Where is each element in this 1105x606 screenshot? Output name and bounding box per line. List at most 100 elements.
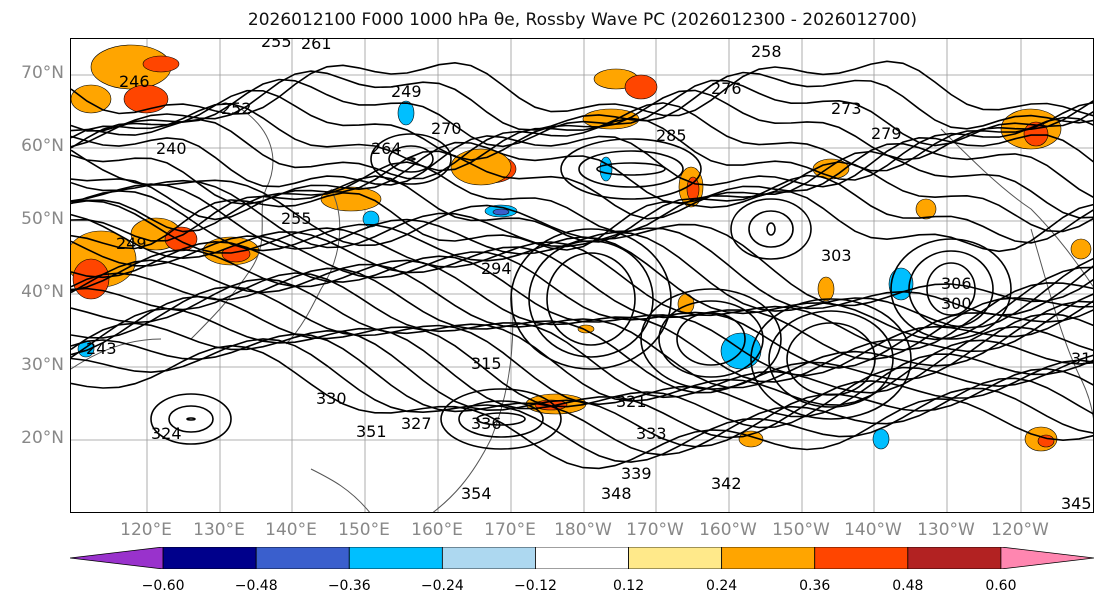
coastline — [285, 188, 341, 345]
longitude-label: 130°E — [193, 520, 245, 540]
closed-contour — [476, 412, 526, 426]
contour-line — [71, 322, 1093, 448]
contour-line — [71, 248, 1093, 383]
longitude-label: 170°E — [484, 520, 536, 540]
closed-contour — [186, 417, 196, 421]
longitude-label: 150°E — [338, 520, 390, 540]
map-title: 2026012100 F000 1000 hPa θe, Rossby Wave… — [247, 10, 918, 30]
contour-label: 273 — [831, 99, 862, 118]
anomaly-blob — [71, 84, 112, 114]
closed-contour — [908, 250, 994, 328]
contour-label: 336 — [471, 414, 502, 433]
closed-contour — [676, 312, 746, 366]
latitude-label: 50°N — [21, 209, 64, 229]
closed-contour — [168, 405, 214, 433]
closed-contour — [890, 238, 1012, 340]
closed-contour — [768, 310, 894, 408]
colorbar-segment — [441, 547, 536, 569]
contour-label: 255 — [281, 209, 312, 228]
colorbar-tick-label: −0.48 — [234, 578, 278, 594]
contour-label: 345 — [1061, 494, 1092, 513]
anomaly-blob — [817, 276, 835, 302]
colorbar-segment — [70, 547, 164, 569]
closed-contour — [440, 388, 562, 450]
contour-label: 276 — [711, 79, 742, 98]
contour-label: 351 — [356, 422, 387, 441]
latitude-label: 20°N — [21, 428, 64, 448]
contour-label: 354 — [461, 484, 492, 503]
contour-label: 252 — [221, 99, 252, 118]
contour-label: 303 — [821, 246, 852, 265]
closed-contour — [406, 157, 416, 161]
longitude-label: 180°W — [554, 520, 612, 540]
contour-label: 258 — [751, 42, 782, 61]
contour-line — [71, 70, 1093, 132]
colorbar-tick-label: 0.36 — [799, 578, 831, 594]
closed-contour — [730, 198, 812, 260]
contour-label: 285 — [656, 126, 687, 145]
colorbar-tick-label: 0.60 — [985, 578, 1017, 594]
colorbar-tick-label: −0.24 — [420, 578, 464, 594]
closed-contour — [510, 228, 672, 370]
longitude-label: 150°W — [772, 520, 830, 540]
contour-line — [71, 150, 1093, 221]
longitude-label: 140°W — [844, 520, 902, 540]
contour-line — [71, 333, 1093, 456]
contour-label: 333 — [636, 424, 667, 443]
coastline — [310, 468, 370, 512]
colorbar-tick-label: −0.12 — [514, 578, 557, 594]
contour-label: 339 — [621, 464, 652, 483]
contour-line — [71, 174, 1093, 244]
contour-labels: 246 240 252 255 261 258 249 264 270 276 273 279 285 2… — [86, 39, 1093, 513]
colorbar-segment — [535, 547, 629, 569]
closed-contour — [658, 300, 764, 378]
contour-label: 327 — [401, 414, 432, 433]
longitude-label: 120°W — [991, 520, 1049, 540]
colorbar-segment — [348, 547, 443, 569]
contour-line — [71, 199, 1093, 351]
longitude-label: 140°E — [265, 520, 317, 540]
contour-line — [71, 116, 1093, 181]
contour-label: 321 — [616, 392, 647, 411]
contour-line — [71, 190, 1093, 341]
longitude-label: 160°W — [699, 520, 757, 540]
contour-line — [71, 191, 1093, 253]
contour-line — [71, 272, 1093, 399]
contour-line — [71, 78, 1093, 148]
colorbar — [70, 547, 1094, 569]
contour-label: 246 — [119, 72, 150, 91]
coastline — [432, 288, 514, 512]
closed-contour — [546, 252, 636, 346]
contour-label: 324 — [151, 424, 182, 443]
coastline — [1030, 228, 1093, 419]
closed-contour — [766, 222, 776, 236]
contour-line — [71, 344, 1093, 470]
anomaly-blob — [1037, 434, 1055, 448]
longitude-label: 120°E — [120, 520, 172, 540]
contour-label: 315 — [471, 354, 502, 373]
anomaly-blob — [872, 428, 890, 450]
latitude-label: 60°N — [21, 136, 64, 156]
anomaly-blob — [397, 100, 415, 126]
closed-contour — [370, 133, 452, 185]
contour-line — [71, 278, 1093, 406]
anomaly-blob — [123, 84, 169, 114]
longitude-label: 170°W — [626, 520, 684, 540]
anomaly-blob — [915, 198, 937, 220]
latitude-label: 30°N — [21, 355, 64, 375]
longitude-label: 130°W — [917, 520, 975, 540]
latitude-label: 70°N — [21, 63, 64, 83]
contour-label: 243 — [86, 339, 117, 358]
colorbar-segment — [628, 547, 723, 569]
contour-label: 240 — [156, 139, 187, 158]
theta-e-contours — [71, 60, 1093, 470]
anomaly-blob — [624, 74, 658, 100]
contour-line — [71, 285, 1093, 418]
contour-line — [71, 89, 1093, 161]
contour-line — [71, 60, 1093, 117]
colorbar-tick-label: −0.60 — [141, 578, 185, 594]
contour-line — [71, 101, 1093, 172]
closed-contour — [750, 298, 912, 420]
anomaly-shading — [71, 44, 1092, 452]
contour-line — [71, 141, 1093, 206]
